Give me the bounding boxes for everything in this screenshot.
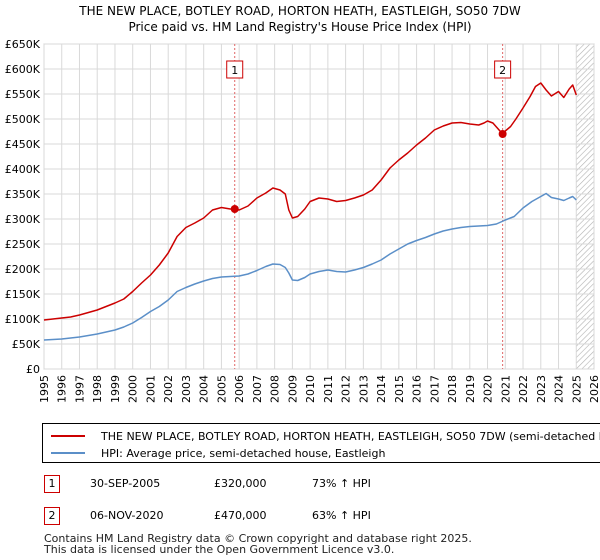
x-tick-label: 2002 xyxy=(162,375,175,403)
y-tick-label: £300K xyxy=(5,213,41,226)
footer-licence: This data is licensed under the Open Gov… xyxy=(44,543,395,556)
x-tick-label: 2005 xyxy=(215,375,228,403)
legend-label-property: THE NEW PLACE, BOTLEY ROAD, HORTON HEATH… xyxy=(101,429,600,443)
x-tick-label: 2014 xyxy=(375,375,388,403)
x-tick-label: 2021 xyxy=(499,375,512,403)
chart-title-line1: THE NEW PLACE, BOTLEY ROAD, HORTON HEATH… xyxy=(79,4,521,18)
chart-subtitle: Price paid vs. HM Land Registry's House … xyxy=(128,20,472,34)
y-tick-label: £250K xyxy=(5,238,41,251)
y-tick-label: £450K xyxy=(5,138,41,151)
x-tick-label: 2019 xyxy=(464,375,477,403)
transaction-date: 06-NOV-2020 xyxy=(90,509,164,522)
x-tick-label: 2001 xyxy=(144,375,157,403)
x-tick-label: 2011 xyxy=(322,375,335,403)
x-tick-label: 2023 xyxy=(535,375,548,403)
legend-swatch-hpi xyxy=(51,452,85,454)
transaction-hpi-change: 73% ↑ HPI xyxy=(312,477,371,490)
x-tick-label: 1995 xyxy=(38,375,51,403)
footer-copyright: Contains HM Land Registry data © Crown c… xyxy=(44,532,472,545)
y-tick-label: £400K xyxy=(5,163,41,176)
y-tick-label: £350K xyxy=(5,188,41,201)
x-tick-label: 2025 xyxy=(570,375,583,403)
sale-label-number: 1 xyxy=(231,64,238,77)
y-tick-label: £50K xyxy=(12,338,41,351)
x-tick-label: 2006 xyxy=(233,375,246,403)
y-tick-label: £550K xyxy=(5,88,41,101)
x-tick-label: 2026 xyxy=(588,375,600,403)
x-tick-label: 2007 xyxy=(251,375,264,403)
price-chart: 1 2 £0 £50K £100K £150K £200K £250K £300K £350K £… xyxy=(5,38,600,403)
transaction-badge: 1 xyxy=(44,475,60,493)
x-tick-label: 2008 xyxy=(269,375,282,403)
transaction-price: £320,000 xyxy=(214,477,267,490)
x-tick-label: 2003 xyxy=(180,375,193,403)
y-tick-label: £650K xyxy=(5,38,41,51)
x-tick-label: 2017 xyxy=(428,375,441,403)
x-tick-label: 2016 xyxy=(411,375,424,403)
y-tick-label: £100K xyxy=(5,313,41,326)
x-tick-label: 2010 xyxy=(304,375,317,403)
projection-hatch xyxy=(576,44,594,369)
transaction-row: 1 30-SEP-2005 £320,000 73% ↑ HPI xyxy=(0,475,600,497)
x-tick-label: 1996 xyxy=(56,375,69,403)
x-tick-label: 2013 xyxy=(357,375,370,403)
y-tick-label: £150K xyxy=(5,288,41,301)
x-tick-label: 2012 xyxy=(340,375,353,403)
sale-point xyxy=(230,205,239,213)
property-series-line xyxy=(43,82,578,321)
x-tick-label: 2000 xyxy=(127,375,140,403)
legend-item-property: THE NEW PLACE, BOTLEY ROAD, HORTON HEATH… xyxy=(51,427,600,445)
transaction-hpi-change: 63% ↑ HPI xyxy=(312,509,371,522)
x-tick-label: 2024 xyxy=(553,375,566,403)
x-tick-label: 1998 xyxy=(91,375,104,403)
hpi-series-line xyxy=(43,192,577,341)
y-tick-label: £200K xyxy=(5,263,41,276)
x-tick-label: 2020 xyxy=(482,375,495,403)
transaction-date: 30-SEP-2005 xyxy=(90,477,161,490)
transaction-badge: 2 xyxy=(44,507,60,525)
x-tick-label: 2004 xyxy=(198,375,211,403)
y-tick-label: £500K xyxy=(5,113,41,126)
plot-area xyxy=(43,43,595,370)
sale-label-box xyxy=(226,60,244,79)
legend-item-hpi: HPI: Average price, semi-detached house,… xyxy=(51,444,385,462)
transaction-price: £470,000 xyxy=(214,509,267,522)
y-tick-label: £600K xyxy=(5,63,41,76)
x-tick-label: 2022 xyxy=(517,375,530,403)
y-tick-label: £0 xyxy=(26,363,40,376)
sale-label-number: 2 xyxy=(499,64,506,77)
sale-label-box xyxy=(494,60,512,79)
legend-swatch-property xyxy=(51,435,85,437)
x-tick-label: 1997 xyxy=(73,375,86,403)
x-tick-label: 1999 xyxy=(109,375,122,403)
x-tick-label: 2018 xyxy=(446,375,459,403)
legend-label-hpi: HPI: Average price, semi-detached house,… xyxy=(101,446,386,460)
transaction-row: 2 06-NOV-2020 £470,000 63% ↑ HPI xyxy=(0,507,600,529)
x-tick-label: 2015 xyxy=(393,375,406,403)
chart-legend: THE NEW PLACE, BOTLEY ROAD, HORTON HEATH… xyxy=(42,423,600,463)
sale-point xyxy=(498,130,507,138)
x-tick-label: 2009 xyxy=(286,375,299,403)
